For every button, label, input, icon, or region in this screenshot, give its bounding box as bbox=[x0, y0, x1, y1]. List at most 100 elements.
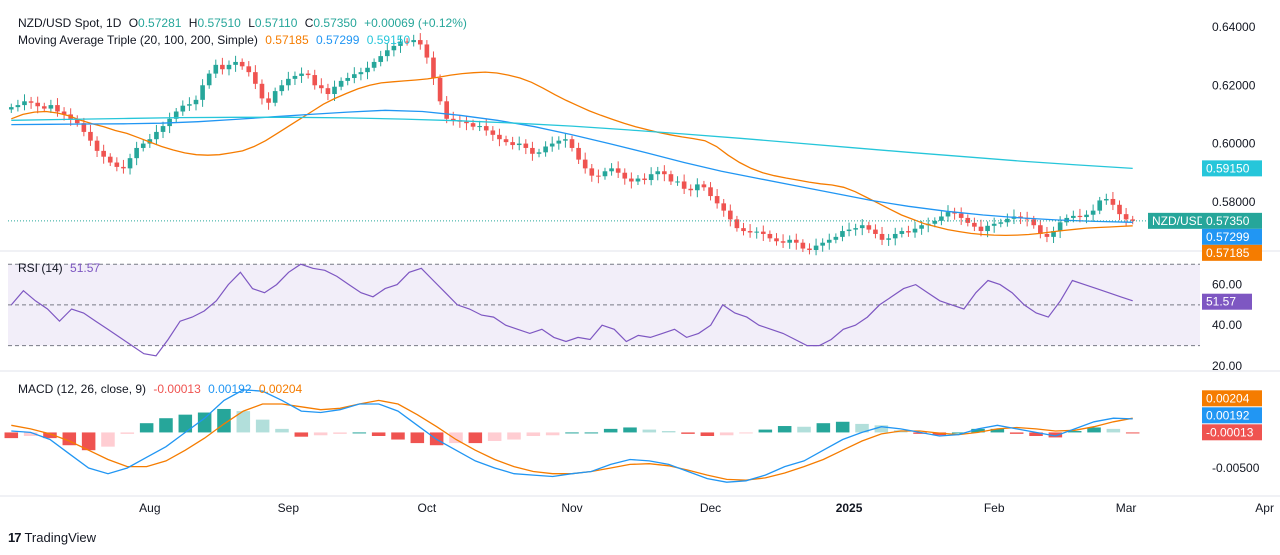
candle-body bbox=[642, 178, 647, 181]
macd-histogram-bar bbox=[1067, 431, 1082, 433]
macd-histogram-bar bbox=[371, 432, 386, 436]
macd-histogram-bar bbox=[855, 423, 869, 433]
macd-histogram-bar bbox=[236, 411, 251, 433]
macd-histogram-bar bbox=[487, 432, 502, 441]
candle-body bbox=[899, 231, 905, 234]
candle-body bbox=[312, 75, 318, 86]
macd-histogram-bar bbox=[990, 428, 1005, 433]
time-axis-label: Oct bbox=[418, 501, 437, 515]
macd-histogram-bar bbox=[951, 432, 966, 434]
candle-body bbox=[101, 150, 106, 157]
candle-body bbox=[332, 86, 337, 95]
price-tick-label: 0.64000 bbox=[1212, 20, 1256, 34]
candle-body bbox=[272, 91, 278, 103]
candle-body bbox=[88, 131, 93, 141]
symbol-badge-bg bbox=[1148, 212, 1202, 229]
candle-body bbox=[299, 73, 304, 76]
macd-hist-badge-bg bbox=[1202, 424, 1262, 441]
candle-body bbox=[1084, 214, 1089, 218]
ma200-badge: 0.59150 bbox=[1206, 161, 1250, 175]
candle-body bbox=[233, 61, 238, 65]
candle-body bbox=[787, 239, 792, 243]
candle-body bbox=[246, 66, 252, 73]
macd-histogram-bar bbox=[43, 432, 57, 439]
macd-histogram-bar bbox=[352, 432, 367, 434]
candle-body bbox=[728, 210, 733, 220]
candle-body bbox=[378, 56, 384, 62]
macd-histogram-bar bbox=[584, 432, 599, 434]
candle-body bbox=[140, 143, 146, 148]
candle-body bbox=[1038, 225, 1043, 234]
candle-body bbox=[833, 236, 839, 240]
last-price-badge: 0.57350 bbox=[1206, 214, 1250, 228]
candle-body bbox=[879, 233, 885, 240]
candle-body bbox=[1077, 215, 1083, 218]
candle-body bbox=[609, 168, 614, 172]
candle-body bbox=[160, 126, 166, 132]
macd-histogram-bar bbox=[874, 425, 889, 433]
macd-histogram-bar bbox=[1048, 432, 1063, 438]
candle-body bbox=[1051, 231, 1056, 237]
macd-histogram-bar bbox=[333, 432, 347, 434]
ma200-badge-bg bbox=[1202, 160, 1262, 177]
candle-body bbox=[543, 146, 548, 153]
candle-body bbox=[107, 156, 113, 163]
candle-body bbox=[813, 245, 819, 250]
ma-title: Moving Average Triple (20, 100, 200, Sim… bbox=[18, 33, 258, 47]
candle-body bbox=[286, 78, 291, 86]
candle-body bbox=[1090, 210, 1096, 215]
ma20-value: 0.57185 bbox=[265, 33, 309, 47]
candle-body bbox=[945, 212, 951, 217]
candle-body bbox=[450, 118, 456, 121]
candle-body bbox=[840, 231, 845, 237]
candle-body bbox=[760, 231, 766, 234]
brand-name: TradingView bbox=[24, 530, 97, 545]
candle-body bbox=[589, 168, 595, 176]
candle-body bbox=[404, 41, 410, 43]
candle-body bbox=[292, 75, 298, 79]
candle-body bbox=[497, 134, 502, 140]
candle-body bbox=[807, 248, 812, 250]
rsi-badge-bg bbox=[1202, 293, 1252, 310]
macd-histogram-bar bbox=[391, 432, 405, 440]
ma100-badge-bg bbox=[1202, 228, 1262, 245]
candle-body bbox=[503, 139, 509, 143]
macd-histogram-bar bbox=[545, 432, 560, 436]
candle-body bbox=[648, 174, 654, 181]
candle-body bbox=[134, 147, 139, 159]
time-axis-label: Aug bbox=[139, 501, 160, 515]
candle-body bbox=[1018, 216, 1023, 218]
candle-body bbox=[226, 64, 232, 70]
macd-histogram-bar bbox=[4, 432, 19, 439]
candle-body bbox=[998, 222, 1004, 224]
candle-body bbox=[701, 184, 707, 188]
rsi-tick-label: 60.00 bbox=[1212, 278, 1242, 292]
candle-body bbox=[305, 73, 311, 76]
macd-histogram-bar bbox=[101, 432, 115, 447]
ma20-badge-bg bbox=[1202, 244, 1262, 261]
macd-histogram-bar bbox=[835, 421, 850, 433]
candle-body bbox=[1130, 219, 1136, 221]
symbol-legend: NZD/USD Spot, 1D O0.57281 H0.57510 L0.57… bbox=[18, 16, 471, 30]
candle-body bbox=[536, 152, 542, 154]
macd-signal-badge-bg bbox=[1202, 390, 1262, 407]
candle-body bbox=[417, 40, 423, 45]
candle-body bbox=[906, 231, 911, 233]
candle-body bbox=[398, 41, 403, 46]
macd-histogram-bar bbox=[816, 423, 831, 433]
candle-body bbox=[1097, 200, 1103, 211]
candle-body bbox=[622, 172, 628, 179]
ohlc-open: O0.57281 bbox=[128, 16, 182, 30]
macd-histogram-bar bbox=[1029, 432, 1043, 436]
candle-body bbox=[569, 139, 575, 148]
candle-body bbox=[675, 181, 680, 183]
ohlc-change: +0.00069 (+0.12%) bbox=[364, 16, 467, 30]
candle-body bbox=[1071, 215, 1076, 218]
candle-body bbox=[774, 238, 779, 242]
brand-footer[interactable]: 17 TradingView bbox=[8, 530, 96, 545]
rsi-legend: RSI (14) 51.57 bbox=[18, 261, 104, 275]
macd-hist-value: -0.00013 bbox=[153, 382, 201, 396]
macd-histogram-bar bbox=[23, 432, 38, 436]
candle-body bbox=[114, 162, 120, 167]
